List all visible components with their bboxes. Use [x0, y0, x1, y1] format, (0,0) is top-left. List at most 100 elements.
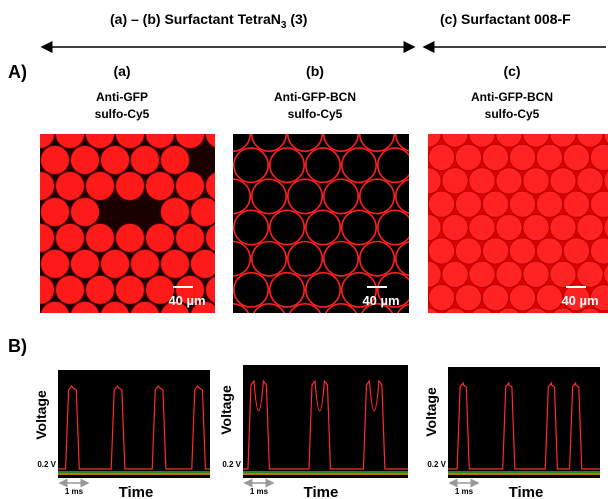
droplet [576, 167, 604, 195]
droplet [286, 178, 324, 215]
droplet [454, 284, 483, 312]
droplet [522, 134, 550, 148]
droplet [377, 209, 409, 246]
droplet [522, 167, 550, 195]
droplet [55, 222, 85, 253]
droplet [471, 307, 493, 313]
x-axis-label: Time [119, 484, 154, 499]
droplet [323, 178, 360, 215]
droplet [85, 222, 115, 253]
droplet [428, 167, 442, 195]
scale-bar-label: 40 µm [362, 293, 399, 308]
droplet [495, 260, 523, 288]
droplet [233, 147, 269, 184]
panel-label: Anti-GFP [96, 90, 148, 104]
panel-label: Anti-GFP-BCN [471, 90, 553, 104]
droplet [552, 307, 574, 313]
droplet [509, 284, 537, 312]
droplet [250, 178, 288, 215]
droplet [536, 284, 564, 312]
droplet [428, 284, 455, 312]
droplet [482, 237, 510, 265]
droplet [190, 196, 215, 227]
droplet [85, 170, 115, 201]
droplet [522, 214, 550, 242]
droplet [603, 134, 608, 145]
droplet [482, 284, 510, 312]
droplet [454, 237, 483, 265]
x-axis-label: Time [509, 484, 544, 499]
droplet [441, 134, 469, 148]
droplet [286, 240, 324, 277]
panel-label: sulfo-Cy5 [288, 107, 343, 121]
droplet [468, 214, 496, 242]
droplet [495, 167, 523, 195]
droplet [252, 303, 286, 313]
time-scale-label: 1 ms [65, 487, 84, 496]
droplet [324, 303, 358, 313]
title-text: (a) – (b) Surfactant TetraN [110, 11, 281, 27]
droplet [441, 214, 469, 242]
droplet [40, 248, 70, 279]
droplet [395, 178, 409, 214]
droplet [100, 248, 130, 279]
section-label: A) [8, 62, 27, 82]
droplet [576, 134, 604, 148]
droplet [175, 222, 205, 253]
droplet [579, 307, 601, 313]
droplet [590, 284, 608, 312]
micrograph [233, 134, 409, 313]
droplet [549, 260, 577, 288]
droplet [549, 134, 577, 148]
droplet [590, 190, 608, 218]
droplet [70, 300, 100, 313]
droplet [268, 271, 306, 308]
droplet [55, 274, 85, 305]
droplet [268, 147, 306, 184]
voltage-trace [243, 379, 408, 470]
panel-letter: (b) [306, 63, 324, 79]
droplet [428, 214, 442, 242]
oscilloscope [448, 367, 600, 478]
level-label: 0.2 V [37, 460, 56, 469]
y-axis-label: Voltage [423, 387, 439, 437]
droplet [359, 240, 396, 277]
droplet [590, 237, 608, 265]
droplet [341, 209, 378, 246]
droplet [268, 209, 306, 246]
droplet [175, 170, 205, 201]
droplet [468, 134, 496, 148]
droplet [70, 144, 100, 175]
droplet [536, 190, 564, 218]
droplet [205, 275, 215, 305]
droplet [160, 300, 190, 313]
suffix: (3) [286, 11, 307, 27]
level-label: 0.2 V [427, 460, 446, 469]
subscript: 3 [281, 20, 287, 31]
droplet [576, 260, 604, 288]
droplet [549, 167, 577, 195]
droplet [482, 143, 510, 171]
droplet [70, 248, 100, 279]
droplet [498, 307, 520, 313]
droplet [251, 134, 287, 152]
droplet [495, 134, 523, 148]
droplet [160, 196, 190, 227]
droplet [562, 190, 590, 218]
droplet [441, 260, 469, 288]
droplet [130, 248, 160, 279]
droplet [428, 190, 455, 218]
droplet [441, 167, 469, 195]
micrograph [428, 134, 608, 313]
droplet [145, 134, 175, 149]
panel-letter: (a) [113, 63, 130, 79]
droplet [576, 214, 604, 242]
droplet [287, 134, 323, 152]
droplet [509, 143, 537, 171]
droplet [444, 307, 466, 313]
group-ab-title: (a) – (b) Surfactant TetraN3 (3) [110, 11, 307, 31]
droplet [522, 260, 550, 288]
y-axis-label: Voltage [218, 385, 234, 435]
droplet [175, 134, 205, 149]
droplet [305, 271, 342, 308]
